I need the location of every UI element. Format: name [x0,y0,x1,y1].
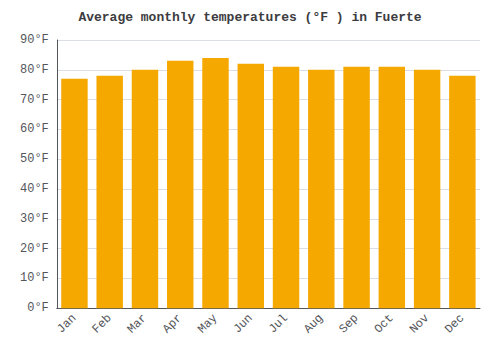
svg-text:0°F: 0°F [27,301,49,315]
svg-text:70°F: 70°F [20,93,49,107]
svg-text:20°F: 20°F [20,242,49,256]
svg-text:40°F: 40°F [20,182,49,196]
svg-text:80°F: 80°F [20,63,49,77]
svg-text:Dec: Dec [442,311,467,336]
svg-text:Aug: Aug [301,311,326,336]
svg-text:Feb: Feb [89,311,114,336]
svg-text:90°F: 90°F [20,33,49,47]
svg-text:Nov: Nov [407,311,432,336]
svg-text:Jun: Jun [231,311,256,336]
svg-text:May: May [195,311,220,336]
svg-text:Sep: Sep [336,311,361,336]
svg-text:30°F: 30°F [20,212,49,226]
svg-text:Average monthly temperatures (: Average monthly temperatures (°F ) in Fu… [78,10,421,25]
svg-text:Apr: Apr [160,311,185,336]
svg-text:50°F: 50°F [20,152,49,166]
svg-text:10°F: 10°F [20,271,49,285]
svg-text:Mar: Mar [125,311,150,336]
svg-text:60°F: 60°F [20,122,49,136]
svg-text:Oct: Oct [372,311,397,336]
svg-text:Jul: Jul [266,311,291,336]
svg-text:Jan: Jan [54,311,79,336]
